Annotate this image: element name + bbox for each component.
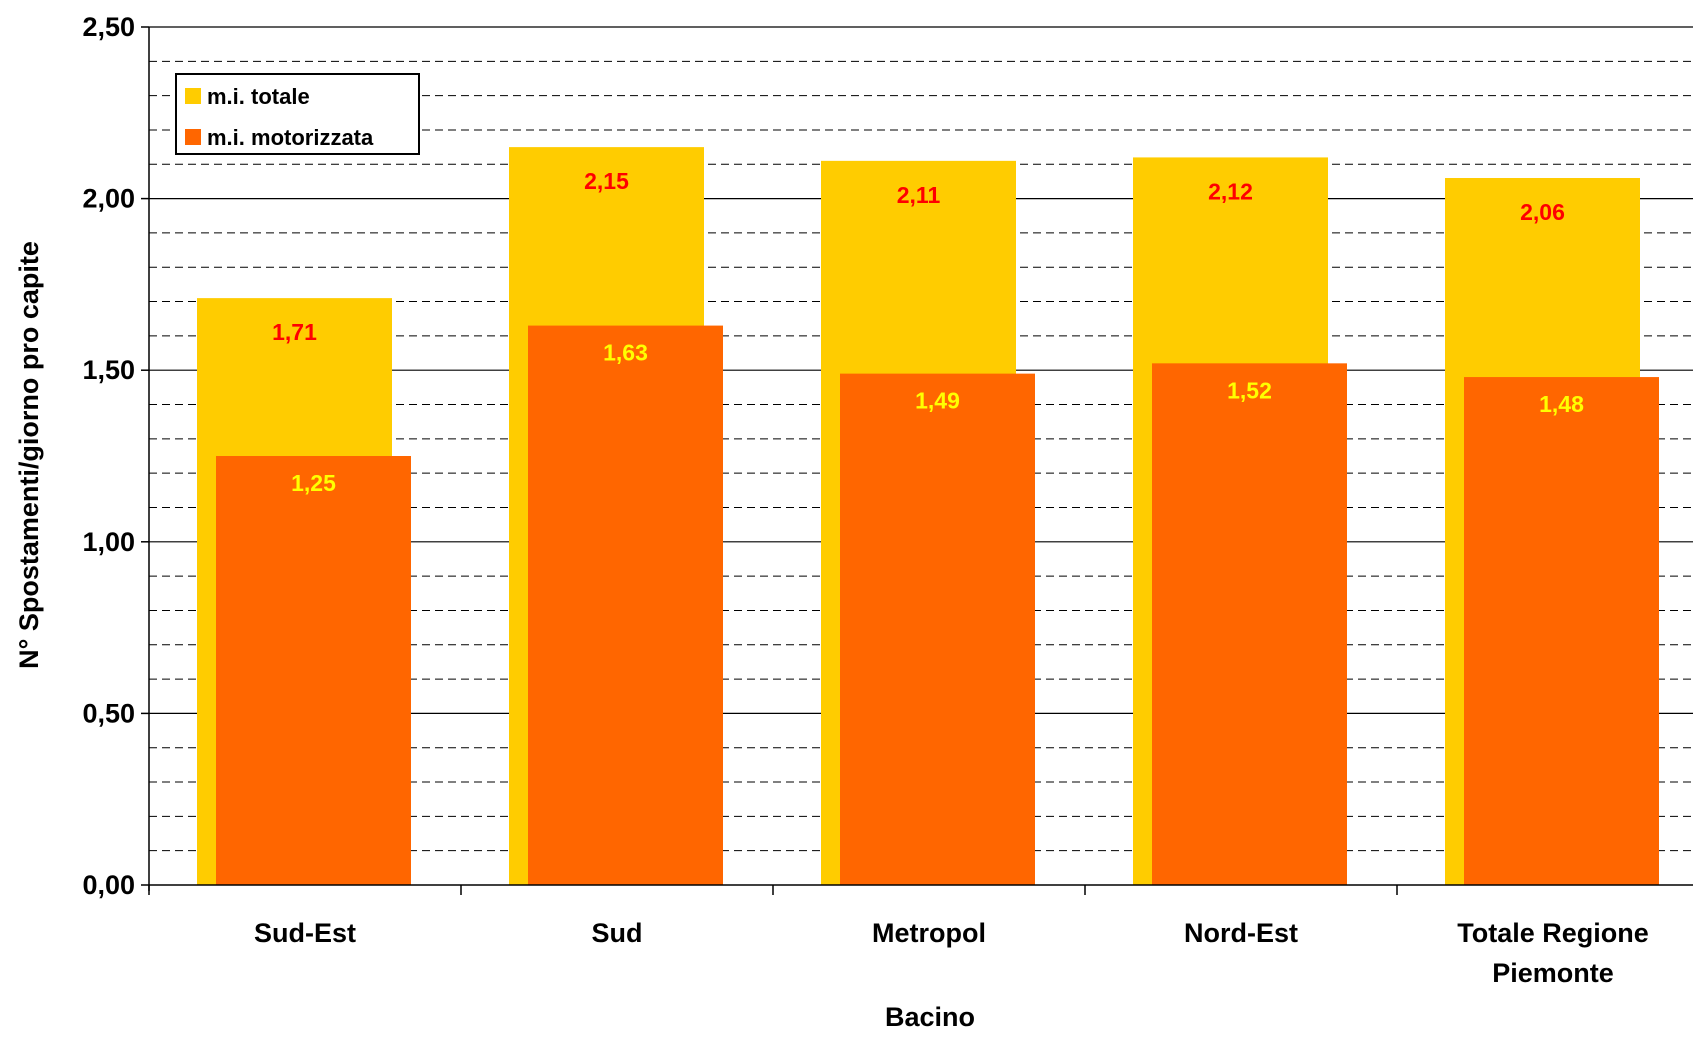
x-axis-title: Bacino [885, 1002, 975, 1032]
legend-swatch [185, 88, 201, 104]
x-tick-label: Metropol [872, 918, 986, 948]
bar-mi-motorizzata [216, 456, 411, 885]
x-tick-label: Nord-Est [1184, 918, 1298, 948]
legend-label: m.i. motorizzata [207, 125, 374, 150]
x-tick-label: Sud [592, 918, 643, 948]
bar-mi-motorizzata [840, 373, 1035, 885]
axes: 0,00 0,50 1,00 1,50 2,00 2,50 Sud-Est Sud Metrop… [82, 12, 1693, 988]
value-label-motorizzata: 1,63 [603, 340, 648, 366]
bar-mi-motorizzata [528, 325, 723, 886]
value-label-motorizzata: 1,49 [915, 388, 960, 414]
y-tick-label: 2,00 [82, 184, 135, 214]
legend-label: m.i. totale [207, 84, 310, 109]
bar-mi-motorizzata [1152, 363, 1347, 885]
y-tick-label: 1,50 [82, 355, 135, 385]
value-label-totale: 2,06 [1520, 199, 1565, 225]
value-label-motorizzata: 1,48 [1539, 391, 1584, 417]
x-tick-label: Totale Regione [1457, 918, 1649, 948]
value-label-motorizzata: 1,25 [291, 470, 336, 496]
value-labels: 1,71 1,25 2,15 1,63 2,11 1,49 2,12 1,52 2,06 1,48 [272, 168, 1584, 496]
y-tick-label: 0,00 [82, 870, 135, 900]
bars [197, 147, 1659, 886]
bar-mi-motorizzata [1464, 377, 1659, 885]
value-label-totale: 2,15 [584, 168, 629, 194]
legend-box [175, 73, 420, 155]
legend-swatch [185, 129, 201, 145]
x-tick-label: Piemonte [1492, 958, 1614, 988]
value-label-totale: 2,12 [1208, 178, 1253, 204]
value-label-motorizzata: 1,52 [1227, 377, 1272, 403]
y-tick-label: 2,50 [82, 12, 135, 42]
value-label-totale: 1,71 [272, 319, 317, 345]
legend: m.i. totale m.i. motorizzata [175, 73, 420, 155]
y-tick-label: 0,50 [82, 698, 135, 728]
y-axis-title: N° Spostamenti/giorno pro capite [14, 241, 44, 669]
value-label-totale: 2,11 [897, 182, 941, 208]
x-tick-label: Sud-Est [254, 918, 356, 948]
y-tick-label: 1,00 [82, 527, 135, 557]
